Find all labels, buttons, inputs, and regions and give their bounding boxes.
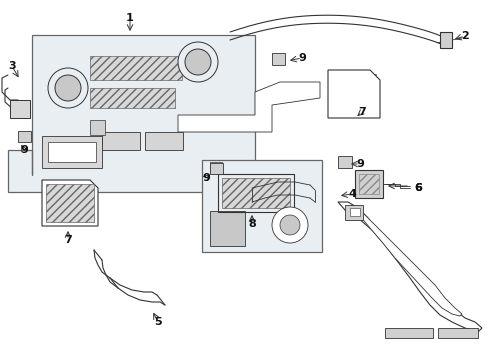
Bar [90, 120, 105, 135]
Bar [209, 163, 223, 174]
Bar [349, 208, 359, 216]
Polygon shape [8, 35, 254, 192]
Bar [46, 184, 94, 222]
Text: 4: 4 [347, 189, 355, 199]
Bar [331, 74, 375, 114]
Bar [90, 88, 175, 108]
Bar [439, 32, 451, 48]
Text: 6: 6 [413, 183, 421, 193]
Circle shape [271, 207, 307, 243]
Polygon shape [327, 70, 379, 118]
Text: 7: 7 [357, 107, 365, 117]
Text: 8: 8 [247, 219, 255, 229]
Bar [145, 132, 183, 150]
Bar [358, 174, 378, 194]
Circle shape [55, 75, 81, 101]
Polygon shape [202, 160, 321, 252]
Bar [209, 211, 244, 246]
Bar [437, 328, 477, 338]
Bar [222, 178, 289, 208]
Bar [48, 142, 96, 162]
Bar [90, 56, 182, 80]
Text: 9: 9 [355, 159, 363, 169]
Text: 6: 6 [413, 183, 421, 193]
Bar [271, 53, 285, 65]
Text: 1: 1 [126, 13, 134, 23]
Bar [10, 100, 30, 118]
Bar [384, 328, 432, 338]
Circle shape [48, 68, 88, 108]
Text: 3: 3 [8, 61, 16, 71]
Text: 9: 9 [298, 53, 305, 63]
Text: 7: 7 [64, 235, 72, 245]
Bar [42, 136, 102, 168]
Polygon shape [178, 82, 319, 132]
Bar [345, 205, 362, 220]
Circle shape [280, 215, 299, 235]
Bar [102, 132, 140, 150]
Polygon shape [337, 202, 481, 332]
Text: 5: 5 [154, 317, 162, 327]
Text: 2: 2 [460, 31, 468, 41]
Polygon shape [351, 205, 461, 316]
Bar [354, 170, 382, 198]
Circle shape [184, 49, 210, 75]
Circle shape [178, 42, 218, 82]
Text: 9: 9 [20, 145, 28, 155]
Bar [337, 156, 351, 168]
Polygon shape [42, 180, 98, 226]
Text: 9: 9 [202, 173, 209, 183]
Bar [218, 174, 293, 212]
Bar [18, 131, 31, 142]
